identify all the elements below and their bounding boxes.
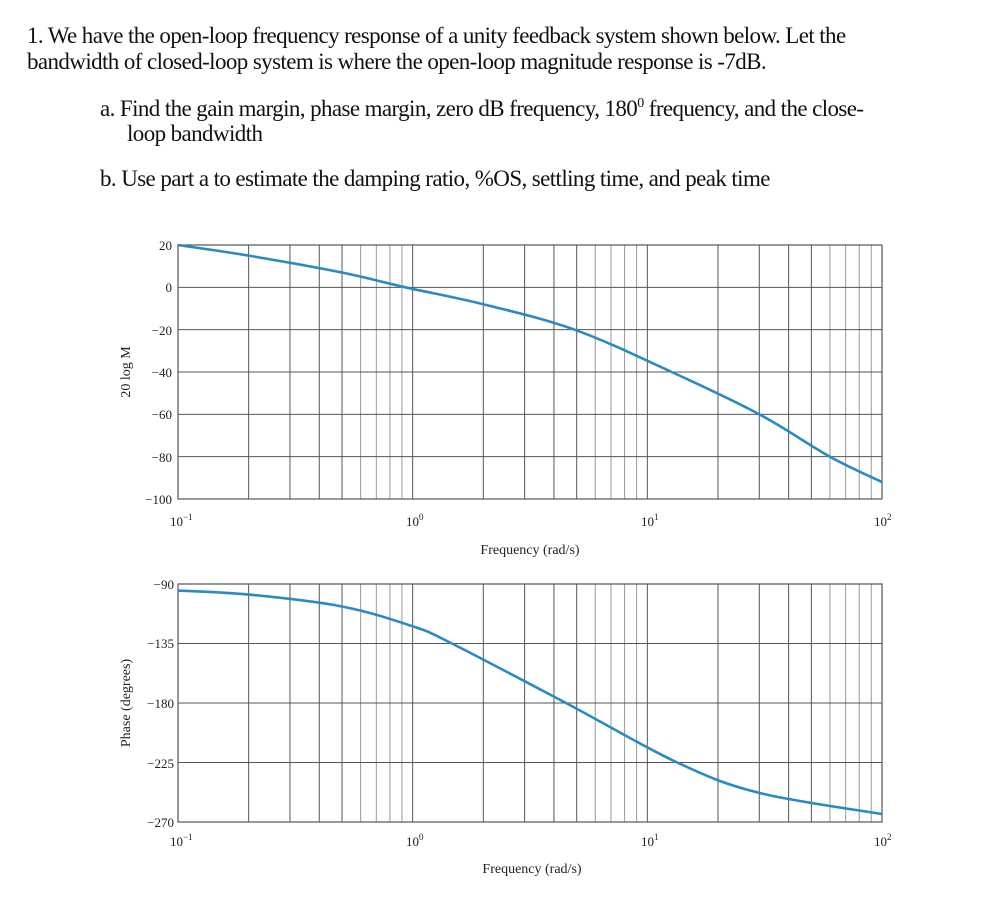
phase-x-ticks: 10−1 100 101 102 <box>170 832 892 849</box>
phase-ytick: −270 <box>147 815 174 830</box>
mag-ytick: −80 <box>152 450 172 465</box>
phase-xtick: 100 <box>406 832 424 849</box>
phase-xtick: 102 <box>874 832 892 849</box>
problem-statement-line-1: 1. We have the open-loop frequency respo… <box>27 23 846 48</box>
mag-ytick: −60 <box>152 407 172 422</box>
phase-xtick: 101 <box>641 832 659 849</box>
part-a-line-2: loop bandwidth <box>127 121 263 146</box>
magnitude-x-ticks: 10−1 100 101 102 <box>170 512 892 529</box>
mag-ytick: −40 <box>152 365 172 380</box>
phase-xtick: 10−1 <box>170 832 193 849</box>
magnitude-y-ticks: 20 0 −20 −40 −60 −80 −100 <box>145 238 172 507</box>
magnitude-y-axis-label: 20 log M <box>119 346 134 398</box>
phase-curve <box>177 589 883 816</box>
part-b: b. Use part a to estimate the damping ra… <box>100 166 770 191</box>
phase-ytick: −180 <box>147 696 174 711</box>
magnitude-curve <box>177 243 883 484</box>
phase-y-axis-label: Phase (degrees) <box>119 659 134 748</box>
magnitude-grid <box>178 244 882 500</box>
mag-ytick: 20 <box>159 238 172 253</box>
mag-ytick: −100 <box>145 492 172 507</box>
phase-ytick: −135 <box>147 636 174 651</box>
magnitude-plot-frame <box>177 244 883 500</box>
part-a-text-post: frequency, and the close- <box>643 96 864 121</box>
problem-statement-line-2: bandwidth of closed-loop system is where… <box>27 49 767 74</box>
phase-ytick: −90 <box>154 577 174 592</box>
phase-x-axis-label: Frequency (rad/s) <box>482 862 581 877</box>
phase-grid <box>178 583 882 823</box>
part-a-text-pre: a. Find the gain margin, phase margin, z… <box>100 96 638 121</box>
part-a-line-1: a. Find the gain margin, phase margin, z… <box>100 96 864 121</box>
phase-plot-frame <box>177 583 883 823</box>
phase-ytick: −225 <box>147 756 174 771</box>
mag-xtick: 10−1 <box>170 512 193 529</box>
magnitude-x-axis-label: Frequency (rad/s) <box>480 543 579 558</box>
mag-ytick: 0 <box>166 280 173 295</box>
mag-xtick: 101 <box>641 512 659 529</box>
phase-y-ticks: −90 −135 −180 −225 −270 <box>147 577 174 830</box>
mag-ytick: −20 <box>152 323 172 338</box>
mag-xtick: 100 <box>406 512 424 529</box>
degree-superscript: 0 <box>637 96 644 111</box>
mag-xtick: 102 <box>874 512 892 529</box>
